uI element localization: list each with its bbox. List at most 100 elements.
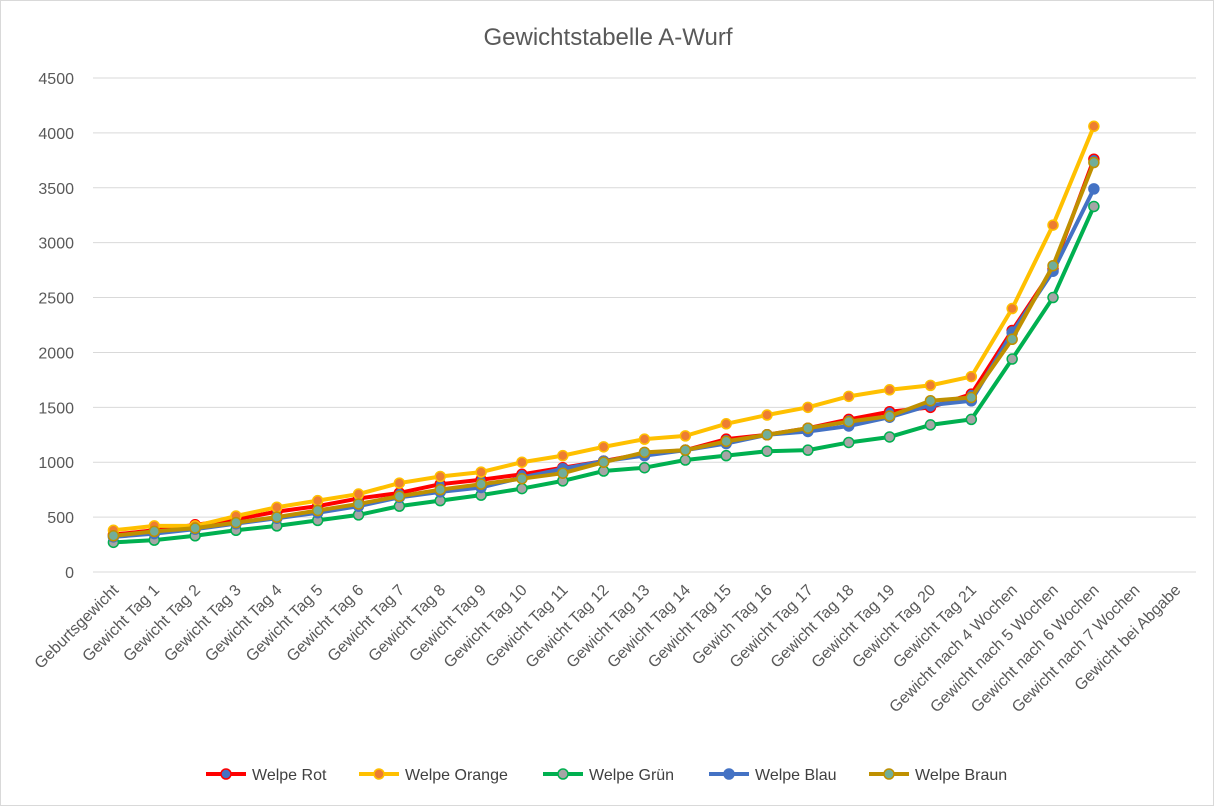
data-point	[393, 477, 406, 489]
data-point	[720, 449, 732, 462]
data-point	[189, 522, 201, 534]
data-point	[271, 501, 283, 513]
data-point	[965, 413, 978, 426]
y-tick-label: 4000	[38, 126, 74, 143]
chart-title: Gewichtstabelle A-Wurf	[484, 24, 733, 51]
data-point	[1047, 291, 1059, 304]
y-tick-label: 500	[47, 510, 74, 527]
data-point	[557, 449, 569, 462]
data-point	[802, 422, 814, 434]
data-point	[638, 461, 651, 474]
data-point	[434, 483, 446, 496]
legend-item: Welpe Blau	[709, 767, 837, 784]
data-point	[924, 394, 937, 407]
legend-marker	[723, 768, 735, 780]
data-point	[1088, 156, 1100, 169]
data-point	[475, 466, 487, 478]
data-point	[843, 390, 855, 403]
data-point	[352, 488, 365, 500]
data-point	[679, 430, 692, 442]
series-line	[113, 187, 1096, 539]
y-tick-label: 3000	[38, 236, 74, 253]
y-tick-label: 1500	[38, 400, 74, 417]
data-point	[148, 525, 161, 538]
y-tick-label: 2500	[38, 291, 74, 308]
data-point	[1006, 333, 1018, 346]
legend-item: Welpe Braun	[869, 767, 1007, 784]
series-lines	[107, 120, 1100, 549]
legend-item: Welpe Orange	[359, 767, 508, 784]
y-tick-label: 4500	[38, 71, 74, 88]
data-point	[311, 494, 324, 507]
data-point	[761, 429, 773, 441]
series-welpe-grün	[107, 200, 1100, 549]
data-point	[638, 433, 651, 445]
data-point	[230, 516, 242, 529]
data-point	[1006, 353, 1018, 365]
data-point	[557, 467, 569, 479]
data-point	[761, 409, 773, 421]
y-axis-ticks: 0 500 1000 1500 2000 2500 3000 3500 4000 4500	[38, 71, 74, 582]
gridlines	[93, 77, 1196, 573]
legend-label: Welpe Braun	[915, 767, 1007, 784]
data-point	[802, 401, 814, 414]
data-point	[352, 498, 365, 510]
data-point	[1088, 120, 1100, 133]
data-point	[434, 470, 446, 483]
data-point	[720, 418, 732, 430]
legend-label: Welpe Rot	[252, 767, 327, 784]
legend-marker	[557, 768, 569, 780]
data-point	[1006, 302, 1018, 315]
data-point	[597, 456, 610, 468]
data-point	[516, 456, 528, 468]
series-welpe-rot	[107, 153, 1100, 541]
data-point	[883, 431, 896, 443]
data-point	[107, 530, 120, 542]
data-point	[679, 444, 692, 456]
legend-marker	[373, 768, 385, 780]
data-point	[924, 379, 937, 392]
y-tick-label: 2000	[38, 345, 74, 362]
legend-label: Welpe Blau	[755, 767, 837, 784]
legend: Welpe Rot Welpe Orange Welpe Grün Welpe Bla…	[206, 767, 1007, 784]
legend-marker	[883, 768, 895, 780]
data-point	[802, 444, 814, 456]
data-point	[597, 441, 610, 453]
data-point	[1047, 259, 1059, 272]
series-line	[113, 161, 1096, 538]
data-point	[475, 478, 487, 490]
legend-label: Welpe Grün	[589, 767, 674, 784]
legend-label: Welpe Orange	[405, 767, 508, 784]
data-point	[1047, 219, 1059, 231]
data-point	[924, 419, 937, 431]
y-tick-label: 1000	[38, 455, 74, 472]
data-point	[679, 454, 692, 466]
data-point	[311, 504, 324, 517]
data-point	[761, 445, 773, 457]
series-welpe-braun	[107, 156, 1100, 542]
series-line	[113, 205, 1096, 545]
data-point	[271, 511, 283, 523]
data-point	[516, 472, 528, 485]
data-point	[843, 415, 855, 428]
data-point	[393, 490, 406, 503]
series-line	[113, 158, 1096, 537]
data-point	[516, 482, 528, 495]
data-point	[965, 370, 978, 383]
series-welpe-blau	[107, 183, 1100, 543]
data-point	[843, 436, 855, 449]
legend-item: Welpe Grün	[543, 767, 674, 784]
data-point	[1088, 200, 1100, 213]
data-point	[1088, 183, 1100, 195]
data-point	[883, 410, 896, 422]
y-tick-label: 0	[65, 565, 74, 582]
data-point	[638, 446, 651, 459]
y-tick-label: 3500	[38, 181, 74, 198]
data-point	[720, 435, 732, 448]
legend-marker	[220, 768, 232, 780]
data-point	[883, 384, 896, 396]
legend-item: Welpe Rot	[206, 767, 327, 784]
